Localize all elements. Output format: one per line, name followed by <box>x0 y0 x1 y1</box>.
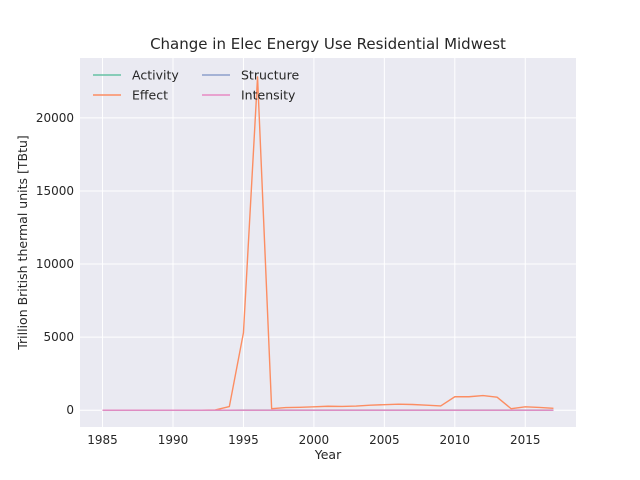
legend-label-intensity: Intensity <box>241 88 296 103</box>
x-tick-label: 1995 <box>228 433 259 447</box>
tick-labels: 1985 1990 1995 2000 2005 2010 2015 0 5000 10000 15… <box>36 111 541 447</box>
y-tick-label: 5000 <box>43 330 74 344</box>
x-tick-label: 2010 <box>440 433 471 447</box>
x-tick-label: 2005 <box>369 433 400 447</box>
legend-label-effect: Effect <box>132 88 168 103</box>
chart-title: Change in Elec Energy Use Residential Mi… <box>150 35 506 53</box>
legend-label-activity: Activity <box>132 68 179 83</box>
x-tick-label: 1990 <box>158 433 189 447</box>
plot-area <box>80 58 576 427</box>
x-tick-label: 1985 <box>87 433 118 447</box>
y-tick-label: 0 <box>66 403 74 417</box>
series-layer <box>102 76 554 411</box>
x-axis-label: Year <box>314 447 342 462</box>
x-tick-label: 2000 <box>299 433 330 447</box>
legend: Activity Effect Structure Intensity <box>93 68 299 103</box>
x-tick-label: 2015 <box>510 433 541 447</box>
y-tick-label: 15000 <box>36 184 74 198</box>
y-tick-label: 20000 <box>36 111 74 125</box>
y-axis-label: Trillion British thermal units [TBtu] <box>15 135 30 351</box>
y-tick-label: 10000 <box>36 257 74 271</box>
legend-label-structure: Structure <box>241 68 299 83</box>
